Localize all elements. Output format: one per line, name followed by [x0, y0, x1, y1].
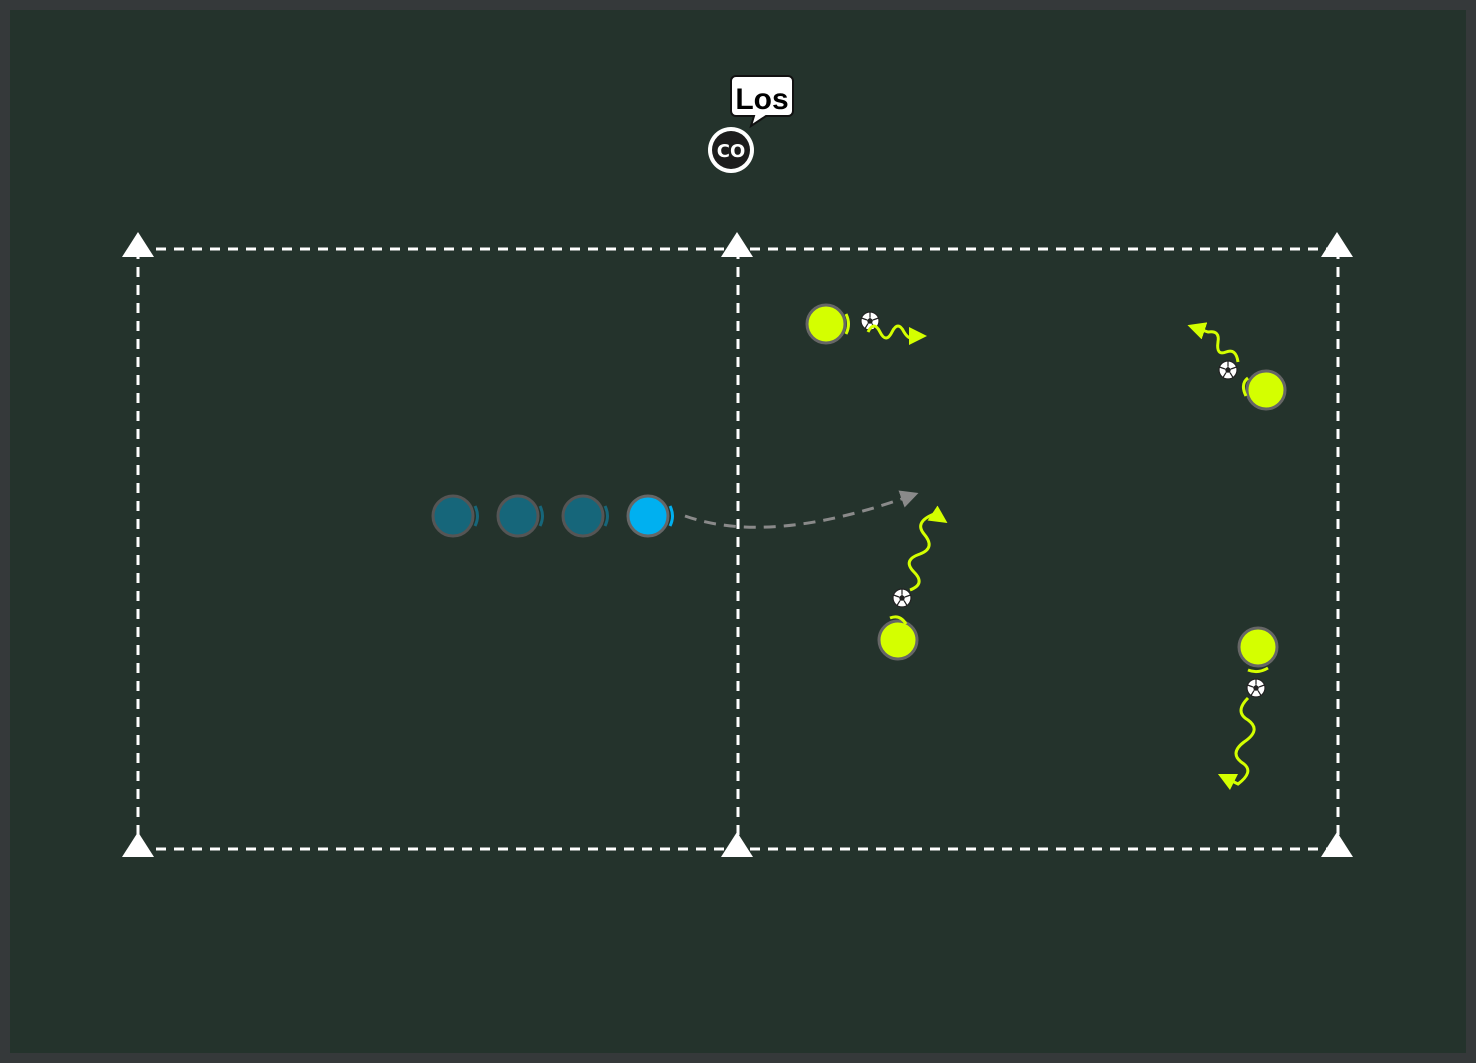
dribble-arrow	[907, 505, 948, 592]
dribble-arrow	[1187, 322, 1240, 363]
field-lines	[136, 247, 1340, 851]
pitch-canvas: Los CO	[122, 75, 1353, 857]
player-dribbler[interactable]	[1187, 322, 1287, 411]
coach-label: Los	[735, 83, 788, 116]
run-path-arrow	[684, 490, 919, 529]
player-dribbler[interactable]	[1217, 626, 1279, 791]
ball-icon	[1246, 678, 1266, 698]
dribble-arrow	[866, 324, 927, 345]
coach[interactable]: Los CO	[708, 75, 794, 173]
drill-diagram: Los CO	[10, 10, 1466, 1053]
player-waiting[interactable]	[561, 494, 609, 538]
player-waiting[interactable]	[496, 494, 544, 538]
coach-speech-bubble	[730, 75, 794, 129]
cone-icon	[1321, 232, 1353, 257]
cone-icon	[1321, 832, 1353, 857]
queue	[431, 494, 674, 538]
player-waiting[interactable]	[431, 494, 479, 538]
cone-icon	[122, 832, 154, 857]
ball-icon	[892, 588, 912, 608]
player-dribbler[interactable]	[805, 303, 927, 345]
coach-badge-text: CO	[717, 141, 746, 162]
player-active-runner[interactable]	[626, 494, 674, 538]
player-dribbler[interactable]	[877, 505, 948, 661]
cone-icon	[721, 232, 753, 257]
cone-icon	[721, 832, 753, 857]
ball-icon	[1218, 360, 1238, 380]
dribble-arrow	[1217, 696, 1256, 791]
cone-icon	[122, 232, 154, 257]
